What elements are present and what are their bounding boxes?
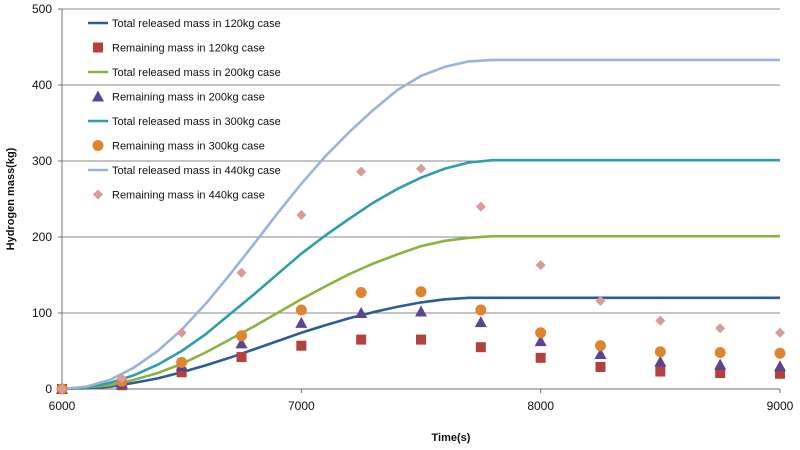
data-point	[235, 337, 248, 349]
legend-label: Remaining mass in 440kg case	[112, 190, 265, 202]
legend-label: Remaining mass in 300kg case	[112, 141, 265, 153]
series-markers-8	[57, 163, 785, 394]
y-axis-title: Hydrogen mass(kg)	[5, 147, 17, 250]
data-point	[57, 384, 67, 394]
data-point	[775, 368, 785, 379]
data-point	[356, 334, 367, 345]
legend-item: Total released mass in 200kg case	[88, 67, 281, 79]
data-point	[535, 260, 546, 271]
data-point	[655, 315, 666, 326]
data-point	[715, 323, 726, 334]
data-point	[775, 327, 785, 338]
data-point	[356, 166, 367, 177]
x-tick-label: 7000	[288, 399, 315, 413]
data-point	[415, 286, 427, 298]
data-point	[236, 267, 247, 278]
data-point	[416, 334, 426, 345]
series-line-7	[61, 58, 780, 391]
x-tick-label: 8000	[527, 399, 554, 413]
legend-label: Remaining mass in 120kg case	[112, 43, 265, 55]
data-point	[474, 316, 487, 328]
data-point	[654, 346, 666, 358]
x-tick-label: 6000	[49, 399, 76, 413]
legend-item: Total released mass in 120kg case	[88, 18, 281, 30]
data-point	[416, 163, 426, 174]
data-point	[116, 373, 127, 384]
data-point	[355, 307, 368, 318]
legend-item: Remaining mass in 440kg case	[93, 189, 265, 202]
data-point	[715, 368, 726, 379]
legend-label: Remaining mass in 200kg case	[112, 92, 265, 104]
data-point	[714, 347, 726, 359]
data-point	[595, 340, 606, 352]
data-point	[594, 348, 607, 360]
series-markers-4	[56, 305, 786, 394]
x-tick-label: 9000	[767, 399, 794, 413]
data-point	[655, 366, 666, 377]
data-point	[535, 352, 546, 363]
data-point	[475, 342, 486, 353]
legend-label: Total released mass in 440kg case	[112, 165, 281, 177]
data-point	[295, 304, 307, 316]
data-point	[355, 286, 367, 298]
series-line-3	[61, 234, 780, 391]
data-point	[176, 367, 187, 378]
legend: Total released mass in 120kg case Remaini…	[88, 18, 281, 202]
y-tick-label: 200	[32, 230, 52, 244]
y-tick-label: 0	[45, 382, 52, 396]
data-point	[774, 360, 786, 372]
legend-item: Remaining mass in 120kg case	[93, 42, 265, 55]
data-point	[534, 335, 547, 347]
y-tick-label: 500	[32, 2, 52, 16]
data-point	[714, 358, 727, 370]
data-point	[295, 316, 308, 328]
data-point	[236, 352, 247, 363]
data-point	[475, 201, 486, 212]
data-point	[236, 330, 247, 342]
data-point	[176, 356, 188, 368]
legend-item: Remaining mass in 300kg case	[92, 140, 265, 153]
data-point	[475, 304, 487, 316]
y-tick-label: 100	[32, 306, 52, 320]
legend-swatch-marker	[93, 42, 103, 53]
data-point	[774, 347, 786, 359]
legend-swatch-marker	[93, 189, 103, 200]
data-point	[595, 361, 606, 372]
legend-label: Total released mass in 300kg case	[112, 116, 281, 128]
legend-swatch-marker	[92, 90, 104, 102]
x-axis-title: Time(s)	[432, 432, 471, 444]
data-point	[535, 327, 547, 339]
series-line-5	[61, 158, 780, 391]
data-point	[296, 209, 307, 220]
legend-swatch-marker	[92, 140, 104, 151]
legend-label: Total released mass in 120kg case	[112, 18, 281, 30]
legend-item: Total released mass in 300kg case	[88, 116, 281, 128]
legend-label: Total released mass in 200kg case	[112, 67, 281, 79]
legend-item: Total released mass in 440kg case	[88, 165, 281, 177]
data-point	[415, 305, 427, 317]
y-tick-label: 300	[32, 154, 52, 168]
series-line-1	[61, 296, 780, 391]
legend-item: Remaining mass in 200kg case	[92, 90, 265, 104]
data-point	[296, 340, 307, 351]
plot-series	[56, 58, 786, 395]
data-point	[654, 355, 667, 367]
y-tick-label: 400	[32, 78, 52, 92]
data-point	[176, 327, 187, 338]
series-markers-6	[56, 286, 786, 395]
data-point	[595, 295, 606, 306]
